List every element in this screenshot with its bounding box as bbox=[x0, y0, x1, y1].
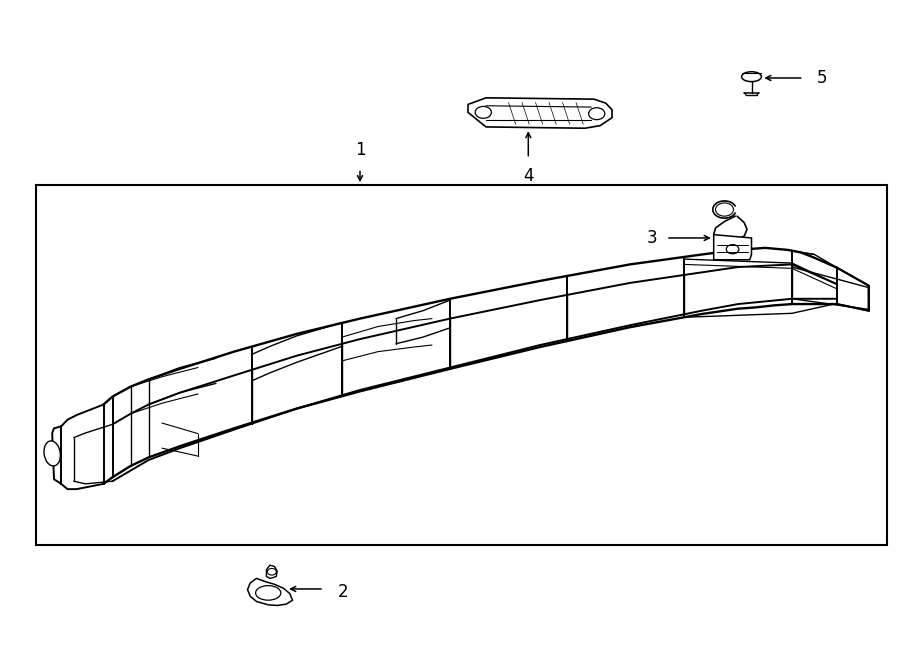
Circle shape bbox=[716, 203, 733, 216]
Polygon shape bbox=[468, 98, 612, 128]
Polygon shape bbox=[248, 578, 292, 605]
Circle shape bbox=[267, 568, 276, 575]
Polygon shape bbox=[837, 268, 868, 311]
Ellipse shape bbox=[256, 586, 281, 600]
Circle shape bbox=[589, 108, 605, 120]
Circle shape bbox=[475, 106, 491, 118]
Text: 3: 3 bbox=[646, 229, 657, 247]
Bar bbox=[36, 185, 886, 545]
Text: 1: 1 bbox=[355, 141, 365, 159]
Text: 2: 2 bbox=[338, 582, 348, 601]
Ellipse shape bbox=[44, 441, 60, 466]
Text: 5: 5 bbox=[816, 69, 827, 87]
Text: 4: 4 bbox=[523, 167, 534, 184]
Circle shape bbox=[726, 245, 739, 254]
Ellipse shape bbox=[742, 72, 761, 82]
Polygon shape bbox=[266, 565, 277, 578]
Polygon shape bbox=[714, 235, 752, 260]
